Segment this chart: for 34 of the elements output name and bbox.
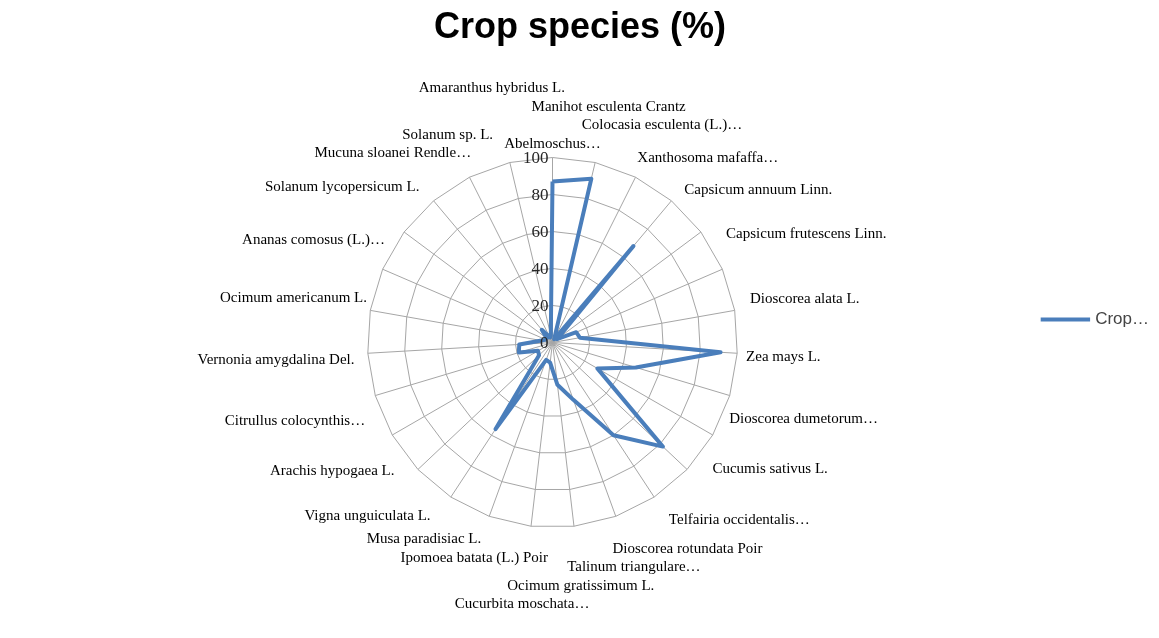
spoke-label: Cucurbita moschata…	[454, 594, 590, 611]
spoke-label: Dioscorea dumetorum…	[729, 409, 878, 426]
spoke-label: Zea mays L.	[746, 347, 821, 364]
spoke-label: Solanum lycopersicum L.	[264, 177, 420, 194]
spoke-label: Telfairia occidentalis…	[668, 510, 810, 527]
spoke-label: Solanum sp. L.	[402, 125, 494, 142]
spoke-label: Dioscorea rotundata Poir	[612, 539, 763, 556]
legend-label: Crop…	[1095, 309, 1149, 329]
spoke-label: Citrullus colocynthis…	[224, 411, 366, 428]
spoke-label: Ananas comosus (L.)…	[242, 231, 386, 249]
spoke-label: Vernonia amygdalina Del.	[197, 350, 355, 367]
spoke-label: Manihot esculenta Crantz	[531, 97, 687, 114]
y-tick-label: 20	[531, 296, 549, 315]
y-tick-label: 60	[531, 222, 549, 241]
y-tick-label: 80	[531, 185, 549, 204]
spoke-label: Dioscorea alata L.	[749, 290, 860, 307]
y-tick-label: 40	[531, 259, 549, 278]
chart-title: Crop species (%)	[433, 4, 727, 46]
spoke-label: Musa paradisiac L.	[366, 529, 482, 546]
spoke-label: Amaranthus hybridus L.	[418, 78, 565, 95]
spoke-label: Ipomoea batata (L.) Poir	[400, 549, 548, 567]
spoke-label: Mucuna sloanei Rendle…	[314, 144, 472, 161]
spoke-label: Abelmoschus…	[504, 134, 601, 151]
spoke-label: Ocimum americanum L.	[220, 288, 368, 305]
spoke-label: Xanthosoma mafaffa…	[637, 149, 779, 166]
spoke-label: Vigna unguiculata L.	[304, 507, 431, 524]
spoke-label: Capsicum annuum Linn.	[684, 181, 833, 198]
spoke-label: Cucumis sativus L.	[712, 460, 828, 477]
spoke-label: Colocasia esculenta (L.)…	[581, 116, 743, 134]
y-tick-label: 100	[523, 148, 549, 167]
spoke-label: Talinum triangulare…	[567, 558, 701, 575]
spoke-label: Ocimum gratissimum L.	[507, 576, 655, 593]
spoke-label: Arachis hypogaea L.	[269, 461, 395, 478]
spoke-label: Capsicum frutescens Linn.	[726, 225, 887, 242]
